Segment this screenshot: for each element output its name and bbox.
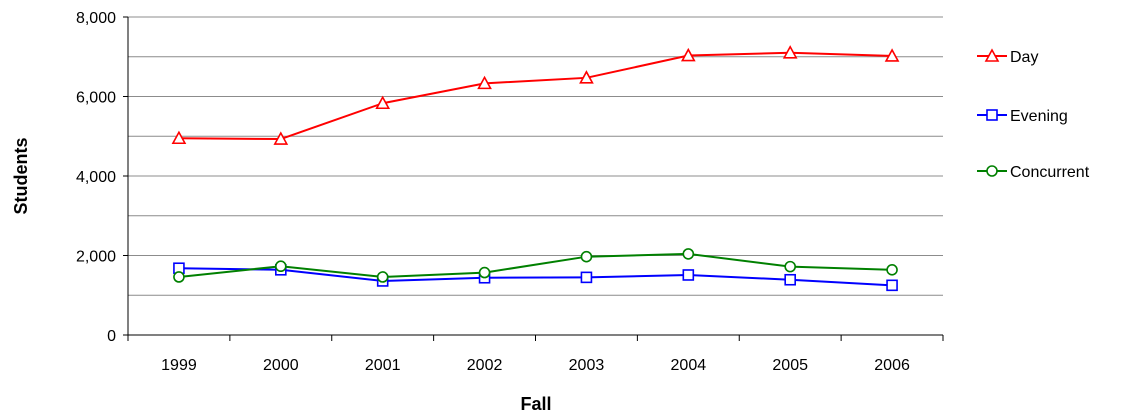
data-point-concurrent xyxy=(886,264,898,276)
data-point-concurrent xyxy=(580,250,593,263)
data-point-day xyxy=(171,130,187,145)
data-point-day xyxy=(884,48,900,62)
series-line-day xyxy=(178,51,893,141)
x-tick-label: 2006 xyxy=(874,357,910,374)
legend-marker-day xyxy=(984,48,1000,62)
legend: Day Evening Concurrent xyxy=(977,48,1090,181)
series-group xyxy=(171,45,900,292)
data-point-concurrent xyxy=(173,271,185,283)
data-point-concurrent xyxy=(275,260,287,273)
x-tick-label: 2003 xyxy=(569,357,605,374)
legend-marker-concurrent xyxy=(986,165,998,177)
data-point-day xyxy=(782,45,798,59)
data-point-evening xyxy=(886,279,898,292)
y-tick-label: 6,000 xyxy=(76,90,116,107)
data-point-concurrent xyxy=(682,248,695,260)
y-tick-label: 2,000 xyxy=(76,249,116,266)
x-tick-label: 1999 xyxy=(161,357,197,374)
data-point-evening xyxy=(580,271,593,284)
y-tick-label: 0 xyxy=(107,328,116,345)
y-axis-title: Students xyxy=(11,137,31,214)
series-line-evening xyxy=(178,267,893,287)
legend-marker-evening xyxy=(986,109,998,121)
data-point-day xyxy=(477,75,492,90)
data-point-concurrent xyxy=(478,266,491,279)
data-point-concurrent xyxy=(784,260,796,273)
x-axis-ticks: 1999 2000 2001 2002 2003 2004 2005 2006 xyxy=(127,335,944,374)
x-tick-label: 2001 xyxy=(365,357,401,374)
y-axis-ticks: 0 2,000 4,000 6,000 8,000 xyxy=(76,10,128,345)
legend-label-day: Day xyxy=(1010,49,1038,66)
data-point-evening xyxy=(682,269,695,281)
data-point-day xyxy=(273,131,289,145)
data-point-day xyxy=(579,70,594,84)
x-tick-label: 2000 xyxy=(263,357,299,374)
x-axis-title: Fall xyxy=(520,394,551,414)
series-line-concurrent xyxy=(178,252,893,278)
data-point-evening xyxy=(784,273,796,286)
x-tick-label: 2005 xyxy=(772,357,808,374)
legend-label-concurrent: Concurrent xyxy=(1010,164,1090,181)
y-tick-label: 4,000 xyxy=(76,169,116,186)
legend-label-evening: Evening xyxy=(1010,108,1068,125)
data-point-concurrent xyxy=(376,271,389,283)
y-tick-label: 8,000 xyxy=(76,10,116,27)
data-point-day xyxy=(680,47,696,62)
data-point-day xyxy=(375,95,391,110)
gridlines xyxy=(128,16,943,296)
x-tick-label: 2004 xyxy=(671,357,707,374)
x-tick-label: 2002 xyxy=(467,357,503,374)
